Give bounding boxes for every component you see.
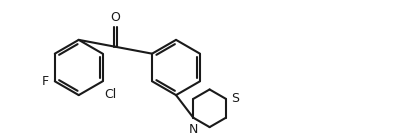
Text: S: S xyxy=(232,92,240,105)
Text: F: F xyxy=(42,75,49,88)
Text: O: O xyxy=(110,10,120,24)
Text: Cl: Cl xyxy=(104,88,116,101)
Text: N: N xyxy=(188,123,198,136)
